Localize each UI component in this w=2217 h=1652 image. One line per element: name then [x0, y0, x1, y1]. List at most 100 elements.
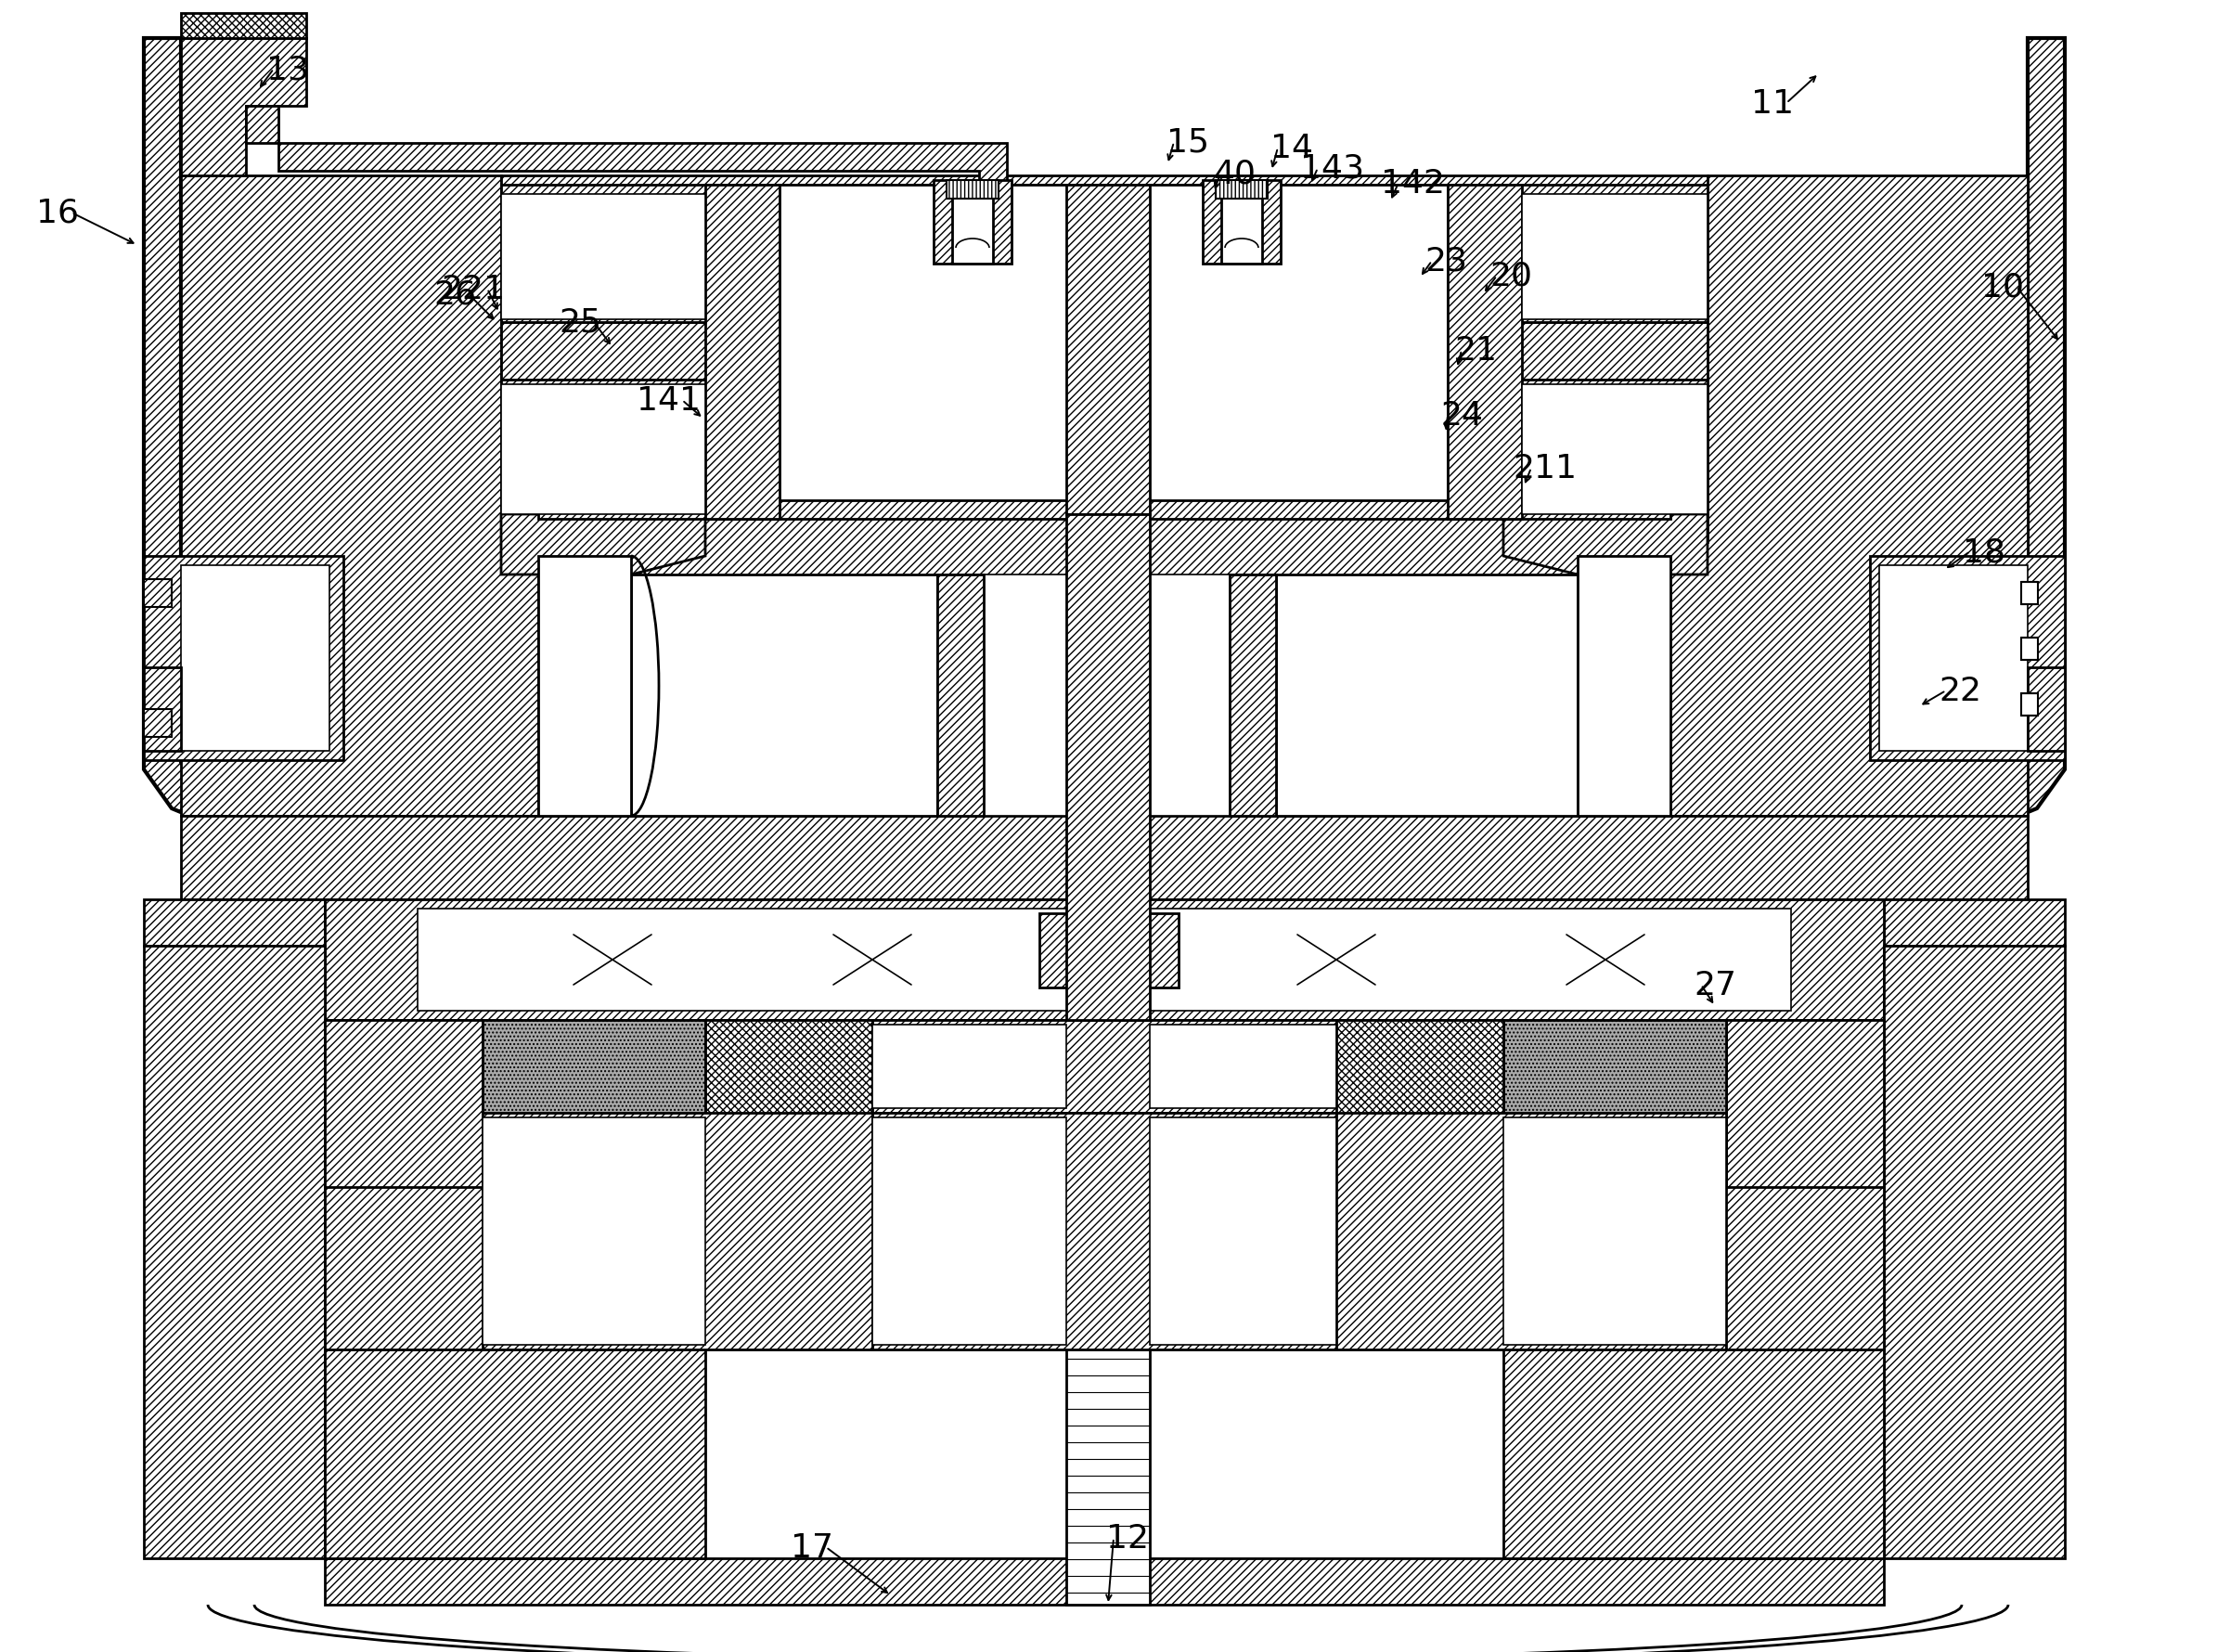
Polygon shape [1215, 180, 1268, 200]
Polygon shape [501, 515, 705, 575]
Polygon shape [1521, 195, 1707, 320]
Polygon shape [501, 185, 760, 322]
Polygon shape [938, 575, 1071, 816]
Polygon shape [326, 1021, 483, 1558]
Text: 18: 18 [1962, 537, 2006, 568]
Bar [1040, 914, 1077, 988]
Polygon shape [1521, 385, 1707, 515]
Polygon shape [1503, 1118, 1727, 1345]
Bar [1297, 933, 1377, 985]
Polygon shape [326, 900, 1884, 1021]
Text: 221: 221 [441, 274, 505, 306]
Polygon shape [1727, 1188, 1884, 1350]
Bar [1142, 914, 1179, 988]
Polygon shape [246, 107, 1007, 218]
Polygon shape [1503, 1350, 1884, 1558]
Polygon shape [501, 322, 760, 380]
Polygon shape [144, 900, 326, 947]
Bar [144, 580, 171, 608]
Polygon shape [144, 947, 326, 1558]
Text: 24: 24 [1441, 400, 1483, 431]
Polygon shape [871, 1021, 1337, 1113]
Polygon shape [1277, 575, 1579, 816]
Polygon shape [326, 1350, 705, 1558]
Polygon shape [705, 1021, 1503, 1350]
Bar [1567, 933, 1645, 985]
Polygon shape [632, 575, 938, 816]
Bar [2022, 694, 2037, 715]
Polygon shape [1448, 185, 1707, 322]
Polygon shape [1727, 1021, 1884, 1558]
Polygon shape [871, 1118, 1066, 1345]
Polygon shape [938, 575, 984, 816]
Polygon shape [947, 180, 998, 200]
Polygon shape [1066, 1350, 1151, 1604]
Text: 11: 11 [1751, 88, 1794, 119]
Polygon shape [705, 185, 780, 519]
Text: 143: 143 [1299, 154, 1363, 185]
Text: 12: 12 [1106, 1521, 1148, 1553]
Polygon shape [539, 501, 1669, 519]
Bar [2022, 638, 2037, 661]
Polygon shape [1222, 185, 1261, 264]
Text: 23: 23 [1426, 246, 1468, 278]
Polygon shape [182, 816, 2029, 900]
Polygon shape [1230, 575, 1277, 816]
Polygon shape [2029, 667, 2064, 752]
Text: 13: 13 [266, 55, 308, 86]
Polygon shape [144, 557, 344, 760]
Polygon shape [182, 40, 306, 177]
Polygon shape [501, 385, 705, 515]
Polygon shape [326, 1558, 1884, 1604]
Polygon shape [760, 185, 1448, 515]
Bar [144, 710, 171, 737]
Text: 15: 15 [1166, 127, 1208, 159]
Polygon shape [182, 13, 306, 40]
Polygon shape [1880, 567, 2029, 752]
Text: 211: 211 [1514, 453, 1576, 484]
Polygon shape [417, 909, 1791, 1011]
Polygon shape [182, 177, 760, 816]
Polygon shape [1202, 180, 1281, 264]
Polygon shape [144, 40, 2064, 851]
Polygon shape [1448, 322, 1707, 380]
Text: 27: 27 [1694, 970, 1736, 1001]
Text: 14: 14 [1270, 132, 1312, 164]
Polygon shape [483, 1021, 705, 1350]
Polygon shape [1066, 185, 1151, 515]
Text: 17: 17 [791, 1531, 834, 1563]
Polygon shape [1884, 947, 2064, 1558]
Text: 10: 10 [1982, 273, 2024, 304]
Text: 26: 26 [432, 279, 477, 311]
Polygon shape [933, 180, 1011, 264]
Polygon shape [1579, 557, 1669, 816]
Bar [834, 933, 911, 985]
Polygon shape [1448, 380, 1707, 519]
Polygon shape [1142, 575, 1277, 816]
Text: 40: 40 [1213, 159, 1255, 190]
Polygon shape [1066, 1021, 1151, 1350]
Polygon shape [483, 1118, 705, 1345]
Text: 20: 20 [1490, 261, 1532, 292]
Text: 21: 21 [1454, 335, 1496, 367]
Polygon shape [1151, 1024, 1337, 1108]
Polygon shape [1869, 557, 2064, 760]
Polygon shape [539, 557, 632, 816]
Text: 22: 22 [1938, 676, 1982, 707]
Polygon shape [1884, 900, 2064, 947]
Polygon shape [1503, 1021, 1727, 1350]
Polygon shape [501, 177, 1707, 542]
Polygon shape [1071, 515, 1142, 816]
Polygon shape [501, 380, 760, 519]
Polygon shape [1448, 185, 1521, 519]
Polygon shape [1503, 515, 1707, 575]
Polygon shape [1448, 177, 2029, 816]
Polygon shape [871, 1024, 1066, 1108]
Bar [574, 933, 652, 985]
Polygon shape [871, 1113, 1337, 1350]
Polygon shape [1066, 515, 1151, 1021]
Polygon shape [1151, 1118, 1337, 1345]
Text: 25: 25 [559, 307, 601, 339]
Polygon shape [501, 195, 705, 320]
Polygon shape [483, 1113, 1727, 1350]
